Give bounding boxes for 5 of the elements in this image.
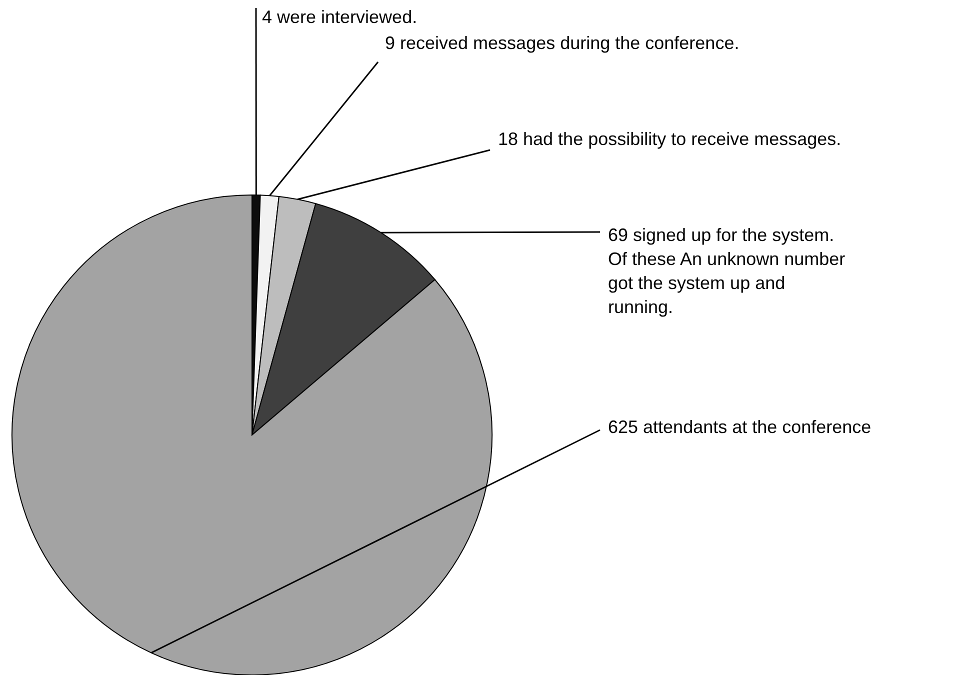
- slice-label: 18 had the possibility to receive messages.: [498, 129, 842, 149]
- slice-label: 625 attendants at the conference: [608, 417, 872, 437]
- slice-label: 9 received messages during the conference.: [385, 33, 740, 53]
- slice-label: 69 signed up for the system. Of these An unknown number got the system up and running.: [608, 225, 846, 317]
- slice-label: 4 were interviewed.: [262, 7, 418, 27]
